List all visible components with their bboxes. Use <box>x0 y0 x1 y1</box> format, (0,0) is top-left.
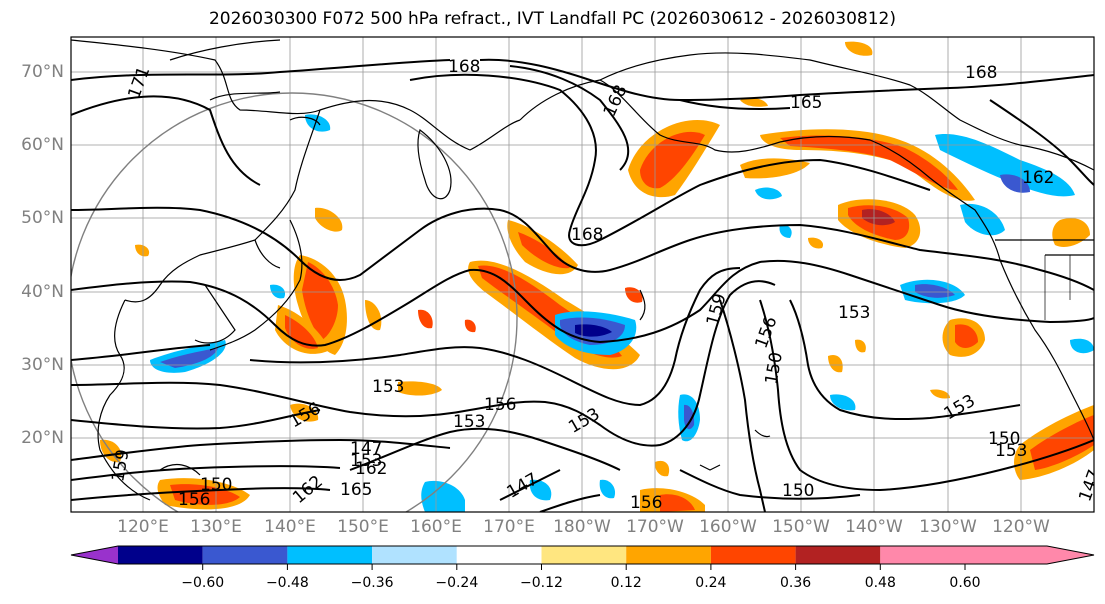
lat-label: 20°N <box>21 428 64 448</box>
colorbar-tick-label: 0.36 <box>780 575 812 591</box>
lat-label: 60°N <box>21 135 64 155</box>
colorbar-segment <box>372 546 457 564</box>
lon-label: 140°E <box>264 517 316 537</box>
contour-label: 150 <box>988 429 1020 449</box>
map-frame <box>70 36 1095 513</box>
contour-label: 153 <box>372 377 404 397</box>
contour-label: 153 <box>995 441 1027 461</box>
colorbar-tick-label: 0.12 <box>610 575 642 591</box>
colorbar-segment <box>710 546 796 564</box>
colorbar-tick-label: 0.48 <box>864 575 896 591</box>
contour-label: 156 <box>630 493 662 513</box>
contour-label: 150 <box>782 481 814 501</box>
lon-label: 130°W <box>919 517 977 537</box>
colorbar-extend-high <box>965 546 1094 564</box>
contour-label: 162 <box>355 459 387 479</box>
lat-label: 70°N <box>21 62 64 82</box>
colorbar-segment <box>456 546 542 564</box>
lon-label: 170°E <box>483 517 535 537</box>
lon-label: 130°E <box>190 517 242 537</box>
lon-label: 150°W <box>772 517 830 537</box>
lat-label: 50°N <box>21 208 64 228</box>
contour-label: 150 <box>200 475 232 495</box>
colorbar-segment <box>880 546 965 564</box>
colorbar-segment <box>118 546 203 564</box>
colorbar-segment <box>287 546 373 564</box>
border-lines <box>995 239 1094 320</box>
contour-label: 168 <box>571 225 603 245</box>
lon-label: 160°E <box>410 517 462 537</box>
contour-label: 153 <box>350 451 382 471</box>
colorbar-segment <box>626 546 711 564</box>
colorbar-tick-label: 0.60 <box>949 575 981 591</box>
height-contours <box>71 58 1094 512</box>
contour-label: 162 <box>1022 168 1054 188</box>
lat-label: 30°N <box>21 355 64 375</box>
lon-label: 150°E <box>337 517 389 537</box>
lon-label: 160°W <box>699 517 757 537</box>
lat-label: 40°N <box>21 282 64 302</box>
colorbar-segment <box>202 546 288 564</box>
colorbar-segment <box>795 546 881 564</box>
contour-label: 153 <box>453 412 485 432</box>
colorbar-tick-label: −0.12 <box>520 575 563 591</box>
colorbar-tick-label: −0.24 <box>435 575 479 591</box>
colorbar-extend-low <box>71 546 118 564</box>
contour-label: 165 <box>790 93 822 113</box>
lon-label: 170°W <box>626 517 684 537</box>
contour-label: 156 <box>178 490 210 510</box>
lon-label: 120°E <box>117 517 169 537</box>
contour-label: 147 <box>350 439 382 459</box>
colorbar-segment <box>541 546 627 564</box>
colorbar-outline <box>70 545 1095 565</box>
colorbar <box>70 545 1095 570</box>
contour-label: 168 <box>448 57 480 77</box>
contour-label: 165 <box>340 480 372 500</box>
contour-label: 156 <box>484 395 516 415</box>
map-title: 2026030300 F072 500 hPa refract., IVT La… <box>208 9 896 29</box>
lon-label: 140°W <box>845 517 903 537</box>
lon-label: 120°W <box>992 517 1050 537</box>
graticule <box>71 37 1094 512</box>
contour-label: 168 <box>965 63 997 83</box>
lon-label: 180°W <box>553 517 611 537</box>
colorbar-tick-label: −0.48 <box>265 575 309 591</box>
range-ring <box>71 92 518 512</box>
colorbar-tick-label: −0.60 <box>181 575 225 591</box>
contour-label: 153 <box>838 303 870 323</box>
colorbar-tick-label: −0.36 <box>350 575 394 591</box>
colorbar-tick-label: 0.24 <box>695 575 727 591</box>
